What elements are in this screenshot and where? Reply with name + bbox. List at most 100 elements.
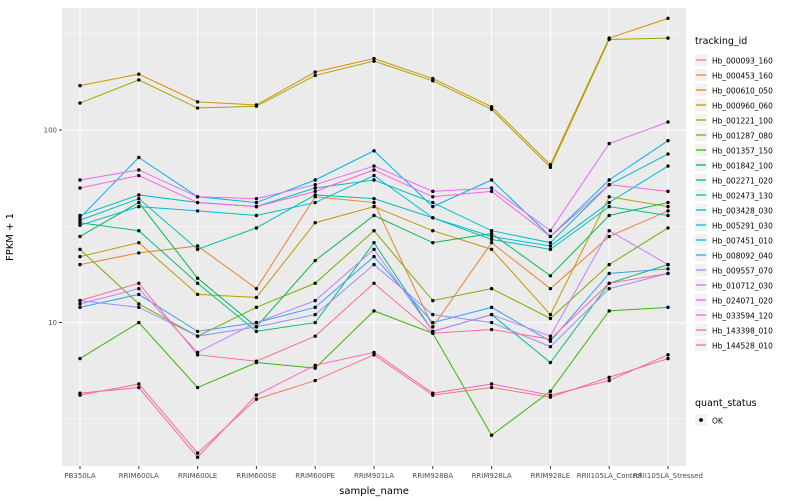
- data-point: [548, 334, 553, 338]
- data-point: [607, 213, 611, 218]
- data-point: [372, 309, 376, 313]
- x-tick-label-RRIM901LA: RRIM901LA: [354, 472, 394, 480]
- axis-layer: 10 100 PB350LA RRIM600LA RRIM600LE RRIM600SE R…: [44, 126, 703, 480]
- legend-item-Hb_144528_010: Hb_144528_010: [695, 339, 773, 351]
- data-point: [607, 309, 611, 313]
- data-point: [137, 292, 141, 297]
- data-point: [137, 200, 141, 205]
- legend-label: Hb_001842_100: [712, 162, 773, 171]
- data-point: [195, 451, 200, 455]
- y-tick-label: 10: [48, 319, 57, 327]
- data-point: [78, 262, 82, 267]
- data-point: [313, 305, 317, 310]
- data-point: [195, 195, 200, 199]
- y-tick-label: 100: [44, 126, 57, 134]
- data-point: [489, 312, 494, 317]
- data-point: [137, 204, 141, 209]
- data-point: [372, 247, 376, 252]
- data-point: [313, 193, 317, 197]
- data-point: [254, 200, 259, 205]
- legend-item-Hb_001221_100: Hb_001221_100: [695, 114, 773, 126]
- data-point: [431, 79, 435, 83]
- data-point: [137, 240, 141, 245]
- legend-label: Hb_002271_020: [712, 177, 773, 186]
- data-point: [548, 247, 553, 252]
- data-point: [372, 213, 376, 218]
- data-point: [489, 305, 494, 310]
- data-point: [78, 305, 82, 310]
- data-point: [548, 165, 553, 170]
- data-point: [78, 254, 82, 259]
- data-point: [78, 216, 82, 220]
- data-point: [372, 228, 376, 233]
- legend-label: Hb_003428_030: [712, 207, 773, 216]
- data-point: [431, 216, 435, 220]
- data-point: [372, 200, 376, 205]
- data-point: [313, 70, 317, 74]
- data-point: [313, 182, 317, 187]
- data-point: [254, 320, 259, 325]
- legend-item-quant-OK: OK: [695, 414, 724, 426]
- legend-item-Hb_024071_020: Hb_024071_020: [695, 294, 773, 306]
- data-point: [254, 305, 259, 310]
- data-point: [607, 375, 611, 379]
- legend-label: Hb_009557_070: [712, 267, 773, 276]
- data-point: [254, 196, 259, 201]
- data-point: [431, 325, 435, 329]
- data-point: [548, 360, 553, 365]
- legend-item-Hb_002473_130: Hb_002473_130: [695, 189, 773, 201]
- legend-layer: Hb_000093_160 Hb_000453_160 Hb_000610_050 H…: [695, 54, 773, 426]
- legend-label: Hb_001357_150: [712, 147, 773, 156]
- x-tick-label-RRIM600SE: RRIM600SE: [236, 472, 276, 480]
- data-point: [313, 363, 317, 368]
- legend-label: Hb_144528_010: [712, 342, 773, 351]
- data-point: [137, 168, 141, 172]
- data-point: [607, 178, 611, 182]
- data-point: [137, 228, 141, 233]
- data-point: [254, 325, 259, 329]
- data-point: [431, 298, 435, 303]
- data-point: [313, 281, 317, 285]
- x-tick-label-RRII105LA_Control: RRII105LA_Control: [577, 472, 642, 480]
- data-point: [313, 221, 317, 225]
- data-point: [313, 73, 317, 78]
- data-point: [254, 295, 259, 300]
- legend-item-Hb_001287_080: Hb_001287_080: [695, 129, 773, 141]
- data-point: [195, 247, 200, 252]
- data-point: [489, 382, 494, 386]
- data-point: [195, 281, 200, 285]
- data-point: [666, 16, 670, 21]
- data-point: [548, 274, 553, 278]
- data-point: [431, 189, 435, 194]
- data-point: [137, 251, 141, 255]
- data-point: [548, 393, 553, 397]
- data-point: [607, 37, 611, 42]
- data-point: [195, 276, 200, 280]
- data-point: [489, 231, 494, 236]
- data-point: [372, 353, 376, 357]
- legend-color-title: tracking_id: [695, 36, 747, 47]
- data-point: [313, 312, 317, 317]
- data-point: [489, 327, 494, 332]
- data-point: [431, 200, 435, 205]
- data-point: [195, 350, 200, 355]
- legend-label: Hb_033594_120: [712, 312, 773, 321]
- data-point: [431, 320, 435, 325]
- data-point: [137, 305, 141, 310]
- data-point: [137, 281, 141, 285]
- data-point: [137, 286, 141, 291]
- data-point: [607, 262, 611, 267]
- data-point: [607, 228, 611, 233]
- x-axis-title: sample_name: [339, 486, 409, 497]
- legend-item-Hb_000453_160: Hb_000453_160: [695, 69, 773, 81]
- data-point: [548, 228, 553, 233]
- data-point: [607, 204, 611, 209]
- data-point: [666, 138, 670, 143]
- data-point: [195, 385, 200, 390]
- data-point: [313, 178, 317, 182]
- data-point: [607, 378, 611, 383]
- data-point: [548, 316, 553, 321]
- data-point: [254, 397, 259, 401]
- data-point: [431, 331, 435, 335]
- legend-label: Hb_002473_130: [712, 192, 773, 201]
